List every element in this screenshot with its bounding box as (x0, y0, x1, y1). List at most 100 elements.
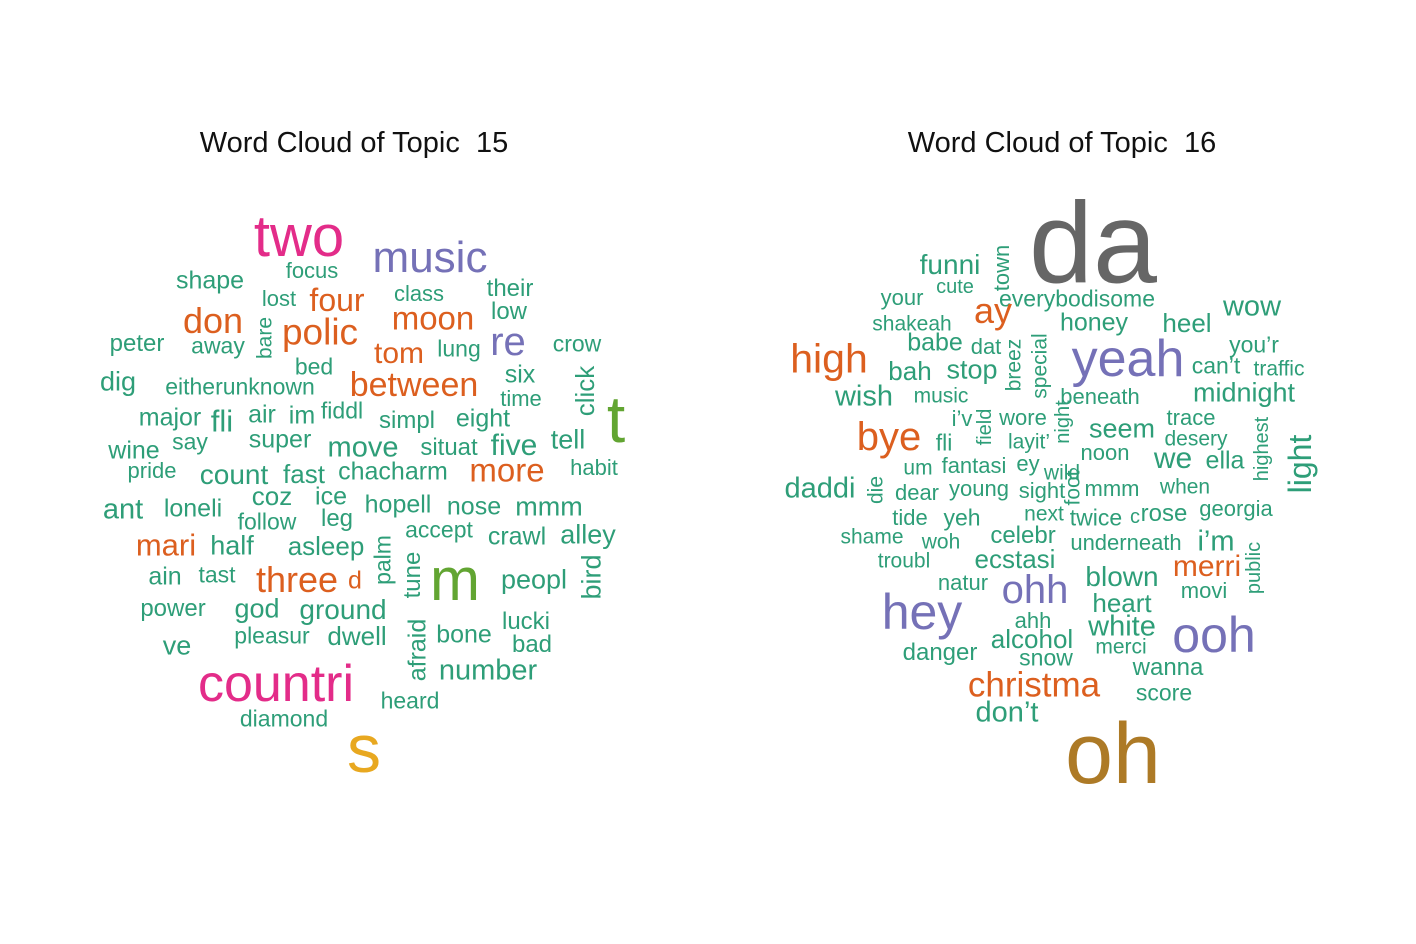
word-cloud: two music focus shape their lost four class low m… (100, 208, 626, 787)
cloud-word: five (490, 429, 538, 462)
cloud-word: hopell (364, 490, 432, 519)
cloud-word: score (1135, 679, 1193, 706)
cloud-word: tast (198, 561, 236, 588)
cloud-word: dwell (327, 621, 387, 651)
cloud-word: pride (127, 458, 177, 483)
cloud-word: don (182, 300, 244, 341)
cloud-word: we (1153, 442, 1193, 475)
cloud-word: hey (881, 584, 963, 640)
cloud-word: sight (1018, 478, 1066, 503)
cloud-word: peopl (500, 564, 568, 595)
cloud-word: dat (970, 334, 1002, 359)
cloud-word: d (348, 566, 362, 595)
cloud-word: movi (1180, 578, 1228, 603)
cloud-word: wanna (1132, 654, 1204, 681)
cloud-word: next (1024, 502, 1064, 526)
cloud-word: babe (907, 328, 963, 357)
cloud-word: da (1029, 179, 1157, 308)
cloud-word: field (974, 408, 996, 446)
word-cloud-topic-16: Word Cloud of Topic 16 da funni town cute yo… (708, 0, 1416, 944)
cloud-word: bird (576, 554, 607, 600)
cloud-word: shape (175, 266, 245, 295)
cloud-word: night (1052, 400, 1074, 444)
cloud-word: desery (1164, 427, 1228, 451)
cloud-word: palm (369, 535, 396, 585)
cloud-word: merci (1095, 635, 1147, 659)
cloud-word: yeah (1071, 330, 1185, 388)
cloud-word: lost (261, 286, 297, 311)
cloud-word: situat (420, 434, 478, 461)
cloud-word: georgia (1199, 496, 1273, 521)
cloud-word: ohh (1001, 568, 1069, 612)
cloud-word: midnight (1192, 377, 1296, 408)
cloud-word: tom (373, 337, 425, 370)
cloud-word: s (347, 711, 381, 787)
cloud-word: woh (921, 530, 961, 554)
cloud-word: snow (1019, 644, 1073, 671)
cloud-word: bah (888, 356, 932, 386)
cloud-word: mmm (1084, 476, 1140, 501)
cloud-word: focus (285, 258, 339, 283)
cloud-word: heel (1162, 308, 1212, 338)
cloud-word: bone (436, 620, 492, 649)
word-cloud-topic-15: Word Cloud of Topic 15 two music focus shap… (100, 127, 626, 787)
cloud-word: eight (455, 404, 511, 433)
cloud-word: shame (840, 525, 904, 549)
cloud-word: bare (253, 316, 277, 360)
cloud-word: major (138, 403, 202, 432)
cloud-word: mmm (515, 491, 583, 522)
cloud-word: ooh (1172, 607, 1256, 663)
cloud-word: alley (560, 519, 616, 550)
cloud-word: tune (399, 551, 426, 599)
cloud-word: afraid (403, 618, 432, 682)
cloud-word: layit’ (1007, 430, 1051, 454)
cloud-word: power (140, 595, 206, 622)
cloud-word: time (500, 386, 542, 411)
cloud-word: wow (1222, 290, 1282, 323)
cloud-word: their (486, 275, 534, 302)
cloud-word: chacharm (338, 457, 448, 486)
cloud-word: count (199, 459, 269, 490)
cloud-word: dear (894, 480, 940, 505)
word-cloud: da funni town cute your everybodisome wow ay sha… (708, 0, 1416, 944)
cloud-word: bad (511, 631, 553, 658)
cloud-word: everybodisome (999, 285, 1155, 312)
cloud-word: moon (391, 299, 475, 337)
cloud-word: oh (1065, 706, 1161, 802)
cloud-word: tide (892, 505, 928, 530)
cloud-word: wine (108, 436, 160, 465)
cloud-word: yeh (943, 504, 981, 531)
cloud-word: re (490, 320, 526, 364)
cloud-word: ve (162, 630, 192, 661)
cloud-word: um (903, 456, 933, 480)
cloud-word: coz (251, 481, 293, 511)
cloud-word: ahh (1014, 608, 1052, 633)
cloud-word: i’m (1197, 525, 1235, 558)
cloud-word: town (989, 244, 1014, 292)
cloud-word: m (430, 546, 480, 613)
cloud-word: highest (1251, 416, 1273, 482)
cloud-word: foot (1061, 470, 1085, 506)
cloud-word: white (1088, 610, 1156, 643)
cloud-word: asleep (287, 531, 365, 561)
cloud-word: die (864, 475, 888, 505)
cloud-word: three (255, 559, 339, 600)
cloud-word: polic (281, 311, 359, 353)
cloud-word: t (606, 382, 626, 456)
cloud-word: say (172, 428, 208, 455)
cloud-word: music (372, 233, 488, 282)
cloud-word: number (438, 654, 538, 687)
cloud-word: ella (1205, 446, 1245, 475)
cloud-word: wish (834, 380, 894, 413)
cloud-word: super (248, 425, 312, 454)
cloud-word: ice (315, 482, 347, 511)
cloud-word: heart (1092, 588, 1152, 618)
cloud-word: ant (102, 493, 144, 526)
cloud-word: between (349, 366, 479, 404)
chart-title: Word Cloud of Topic 15 (199, 127, 509, 159)
cloud-word: ain (148, 562, 182, 591)
cloud-word: high (790, 335, 868, 382)
cloud-word: pleasur (234, 622, 310, 649)
cloud-word: public (1243, 541, 1265, 595)
cloud-word: alcohol (990, 624, 1074, 654)
